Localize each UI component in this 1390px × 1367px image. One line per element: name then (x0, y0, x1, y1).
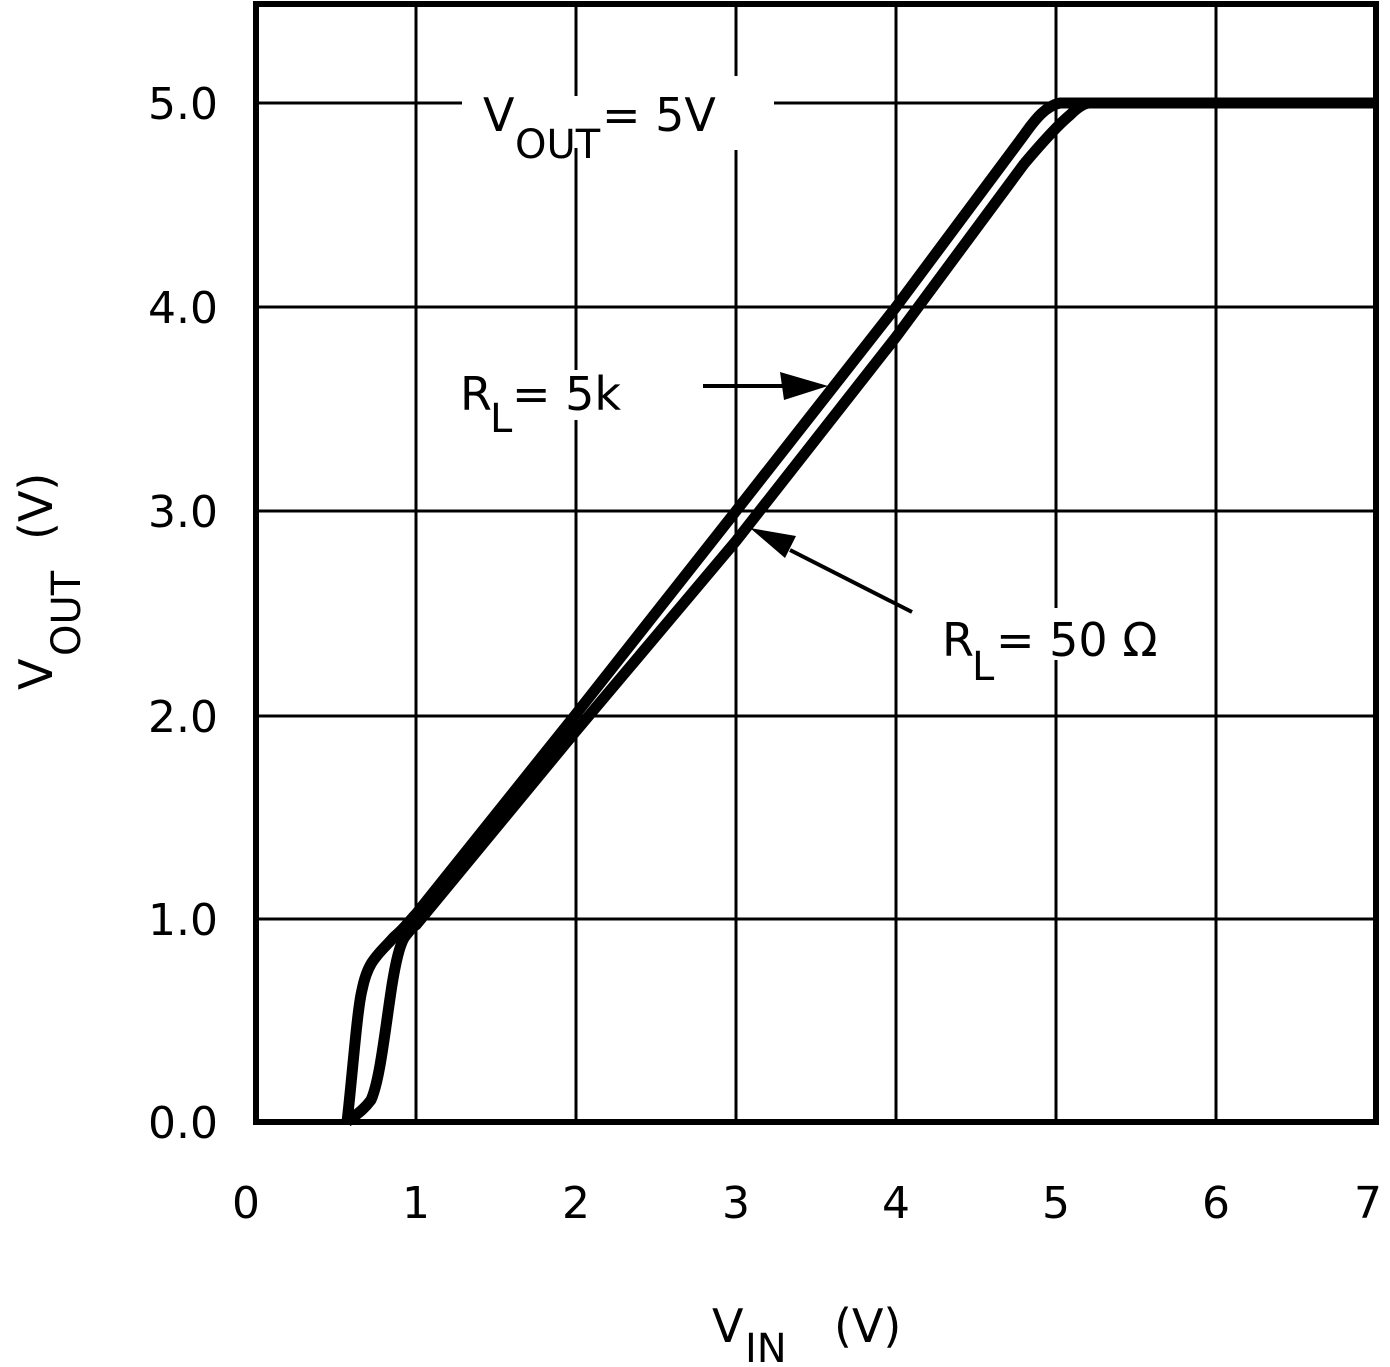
y-tick: 3.0 (148, 487, 218, 538)
x-tick-labels: 0 1 2 3 4 5 6 7 (232, 1178, 1382, 1229)
y-tick: 0.0 (148, 1098, 218, 1149)
x-tick: 3 (722, 1178, 750, 1229)
x-axis-label: V IN (V) (712, 1299, 901, 1367)
annotation-sub: L (490, 396, 513, 442)
grid-lines (256, 4, 1376, 1122)
annotation-main: V (483, 88, 515, 142)
y-axis-label: V OUT (V) (9, 473, 90, 690)
x-tick: 4 (882, 1178, 910, 1229)
x-axis-label-main: V (712, 1299, 744, 1353)
series-rl-50ohm (343, 97, 1376, 1127)
x-axis-label-sub: IN (745, 1326, 787, 1367)
annotation-rest: = 50 Ω (996, 613, 1157, 667)
x-tick: 5 (1042, 1178, 1070, 1229)
x-tick: 2 (562, 1178, 590, 1229)
y-tick: 4.0 (148, 283, 218, 334)
annotation-sub: L (972, 644, 995, 690)
x-axis-label-unit: (V) (834, 1299, 901, 1353)
annotation-rl-50ohm: R L = 50 Ω (942, 613, 1157, 690)
x-tick: 6 (1202, 1178, 1230, 1229)
arrow-rl-50ohm (750, 528, 913, 614)
y-axis-label-main: V (9, 658, 63, 690)
y-tick: 5.0 (148, 79, 218, 130)
annotation-rest: = 5V (602, 88, 716, 142)
arrow-rl-5k (703, 372, 828, 400)
y-axis-label-sub: OUT (44, 570, 90, 656)
y-tick: 2.0 (148, 692, 218, 743)
plot-frame (253, 1, 1379, 1125)
annotation-main: R (942, 613, 974, 667)
x-tick: 0 (232, 1178, 260, 1229)
x-tick: 1 (402, 1178, 430, 1229)
grid-fragments (574, 72, 1218, 688)
y-axis-label-unit: (V) (9, 473, 63, 540)
y-tick-labels: 0.0 1.0 2.0 3.0 4.0 5.0 (148, 79, 218, 1149)
label-backgrounds (452, 72, 1210, 688)
annotation-rest: = 5k (512, 367, 621, 421)
y-tick: 1.0 (148, 895, 218, 946)
annotation-sub: OUT (515, 122, 601, 168)
annotation-vout-5v: V OUT = 5V (483, 88, 716, 168)
annotation-main: R (460, 367, 492, 421)
series-rl-5k (341, 97, 1376, 1123)
x-tick: 7 (1354, 1178, 1382, 1229)
annotation-rl-5k: R L = 5k (460, 367, 621, 442)
